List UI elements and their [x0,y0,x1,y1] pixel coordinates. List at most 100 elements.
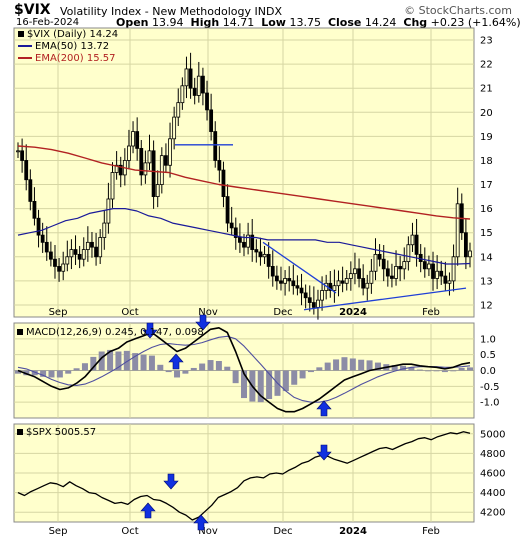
vix-candle [295,285,300,289]
legend-macd: MACD(12,26,9) 0.245, 0.147, 0.098 [17,327,204,338]
macd-histogram-bar [441,370,448,373]
vix-candle [188,68,193,89]
x-tick-price-1: Oct [121,307,138,318]
vix-candle [32,200,37,219]
signal-arrow-up-icon [140,502,156,519]
vix-candle [336,280,341,287]
y-tick-macd-3: -0.5 [480,382,500,393]
vix-candle [20,150,25,161]
vix-candle [147,150,152,164]
macd-histogram-bar [40,370,47,377]
vix-candle [283,278,287,284]
vix-candle [357,268,361,279]
legend-main-swatch [18,31,24,37]
macd-histogram-bar [400,365,407,371]
macd-signal-line [17,335,471,403]
vix-candle [307,297,312,303]
close-value: 14.24 [364,16,397,29]
vix-candle [361,278,366,289]
vix-candle [328,282,333,291]
vix-candle [254,249,259,253]
macd-histogram-bar [282,370,289,392]
vix-candle [365,282,370,289]
vix-candle [196,75,201,96]
legend-main: $VIX (Daily) 14.24 [18,29,118,40]
brand-label[interactable]: © StockCharts.com [404,4,512,17]
y-tick-price-4: 16 [480,204,493,215]
x-tick-price-4: 2024 [339,307,367,318]
vix-candle [172,116,177,140]
vix-candle [311,302,316,308]
vix-candle [102,222,107,238]
signal-arrow-up-icon [193,514,209,531]
macd-histogram-bar [123,350,130,371]
vix-candle [422,261,427,270]
vix-candle [262,253,267,258]
legend-ema200-swatch [18,57,32,59]
macd-histogram-bar [157,364,164,371]
vix-candle [205,92,209,111]
vix-candle [16,150,20,153]
vix-candle [229,222,234,229]
vix-candle [431,263,435,279]
vix-candle [65,256,70,265]
macd-histogram-bar [291,370,298,385]
macd-histogram-bar [307,370,314,373]
macd-histogram-bar [408,367,415,371]
vix-candle [427,263,431,270]
x-tick-spx-4: 2024 [339,526,367,537]
vix-candle [151,150,156,197]
index-name-text: Volatility Index - New Methodology [60,5,251,18]
vix-candle [237,237,242,243]
vix-candle [303,292,308,299]
macd-histogram-bar [56,370,63,378]
downtrend-line [262,241,337,294]
vix-candle [155,184,160,197]
y-tick-price-10: 22 [480,60,493,71]
vix-candle [410,234,415,246]
y-tick-spx-1: 4800 [480,449,505,460]
macd-histogram-bar [140,354,147,371]
vix-candle [221,169,226,197]
legend-ema200-text: EMA(200) 15.57 [35,53,116,64]
macd-histogram-bar [341,357,348,371]
macd-histogram-bar [316,367,323,371]
y-tick-price-8: 20 [480,108,493,119]
vix-candle [250,234,255,250]
legend-ema50-text: EMA(50) 13.72 [35,41,110,52]
vix-candle [57,266,61,272]
macd-histogram-bar [232,370,239,384]
low-value: 13.75 [289,16,321,29]
chg-label: Chg [403,16,428,29]
vix-candle [168,138,172,166]
macd-histogram-bar [416,369,423,371]
y-tick-price-5: 17 [480,180,493,191]
y-tick-price-0: 12 [480,300,493,311]
vix-candle [332,285,337,291]
macd-line [17,326,471,413]
signal-arrow-down-icon [195,314,211,331]
vix-candle [225,196,230,224]
macd-histogram-bar [48,370,55,378]
signal-arrow-up-icon [168,353,184,370]
spx-line [17,431,471,521]
macd-histogram-bar [165,370,172,373]
y-tick-macd-0: 1.0 [480,334,496,345]
chart-date: 16-Feb-2024 [16,17,80,28]
vix-candle [110,172,115,200]
macd-histogram-bar [358,359,365,371]
macd-histogram-bar [374,362,381,371]
ema50-line [17,208,471,265]
vix-candle [61,263,66,272]
y-tick-spx-0: 5000 [480,429,505,440]
vix-candle [274,275,279,282]
macd-histogram-bar [107,349,114,371]
macd-histogram-bar [90,356,97,371]
vix-candle [353,268,357,275]
open-label: Open [116,16,149,29]
x-tick-spx-5: Feb [422,526,440,537]
vix-candle [159,155,164,185]
y-tick-price-2: 14 [480,252,493,263]
macd-histogram-bar [190,367,197,371]
